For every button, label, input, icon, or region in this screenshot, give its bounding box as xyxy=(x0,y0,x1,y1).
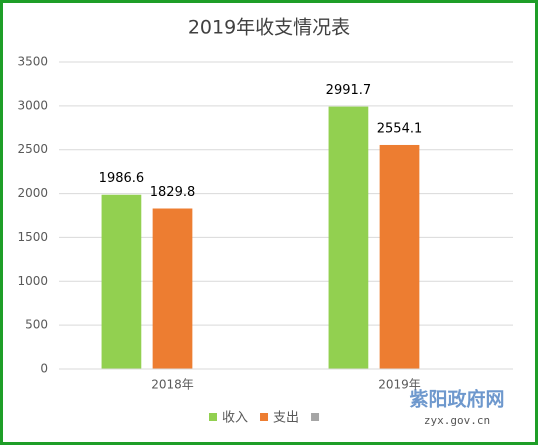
y-tick-label: 1500 xyxy=(17,230,48,244)
bar xyxy=(379,144,420,369)
bar xyxy=(101,194,142,369)
y-tick-label: 2500 xyxy=(17,142,48,156)
bar xyxy=(152,208,193,369)
x-tick-label: 2018年 xyxy=(151,378,194,392)
legend-swatch xyxy=(311,413,320,421)
data-label: 2554.1 xyxy=(377,121,423,136)
legend-label: 收入 xyxy=(222,411,248,426)
x-tick-label: 2019年 xyxy=(378,378,421,392)
y-tick-label: 3000 xyxy=(17,98,48,112)
y-tick-label: 500 xyxy=(25,318,48,332)
chart-title: 2019年收支情况表 xyxy=(188,17,350,39)
legend-label: 支出 xyxy=(273,411,299,426)
data-label: 2991.7 xyxy=(326,83,372,98)
legend-swatch xyxy=(209,413,217,421)
legend-swatch xyxy=(260,413,269,421)
y-tick-label: 2000 xyxy=(17,186,48,200)
watermark-url: zyx.gov.cn xyxy=(424,414,490,427)
data-label: 1829.8 xyxy=(150,185,196,200)
bar xyxy=(328,106,369,369)
y-tick-label: 0 xyxy=(40,362,48,376)
data-label: 1986.6 xyxy=(99,171,145,186)
y-tick-label: 1000 xyxy=(17,274,48,288)
watermark-name: 紫阳政府网 xyxy=(409,388,504,411)
y-tick-label: 3500 xyxy=(17,55,48,69)
